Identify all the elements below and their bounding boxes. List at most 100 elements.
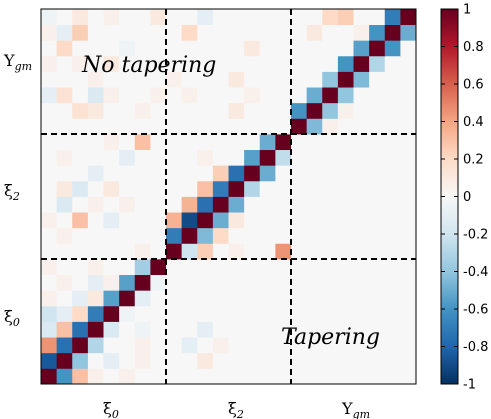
heatmap-cell [41, 149, 58, 166]
heatmap-cell [369, 165, 386, 182]
heatmap-cell [181, 134, 198, 151]
heatmap-cell [337, 274, 354, 291]
heatmap-cell [181, 24, 198, 41]
heatmap-cell [72, 368, 89, 385]
heatmap-cell [72, 321, 89, 338]
heatmap-cell [322, 40, 339, 57]
heatmap-cell [41, 118, 58, 135]
heatmap-cell [306, 337, 323, 354]
heatmap-cell [228, 102, 245, 119]
heatmap-cell [150, 274, 167, 291]
heatmap-cell [275, 305, 292, 322]
heatmap-cell [384, 259, 401, 276]
heatmap-cell [400, 274, 417, 291]
block-divider-lines [41, 9, 416, 384]
heatmap-cell [119, 40, 136, 57]
heatmap-cell [103, 40, 120, 57]
heatmap-cell [337, 102, 354, 119]
heatmap-cell [197, 352, 214, 369]
heatmap-cell [56, 352, 73, 369]
heatmap-cell [322, 227, 339, 244]
heatmap-cell [134, 243, 151, 260]
heatmap-cell [400, 305, 417, 322]
heatmap-cell [353, 352, 370, 369]
heatmap-cell [259, 24, 276, 41]
heatmap-cell [369, 321, 386, 338]
heatmap-cell [197, 196, 214, 213]
heatmap-cell [119, 71, 136, 88]
heatmap-cell [72, 134, 89, 151]
heatmap-cell [400, 9, 417, 26]
heatmap-cell [353, 55, 370, 72]
heatmap-cell [275, 71, 292, 88]
heatmap-cell [212, 196, 229, 213]
heatmap-cell [275, 321, 292, 338]
heatmap-cell [275, 118, 292, 135]
heatmap-cell [228, 274, 245, 291]
heatmap-cell [103, 368, 120, 385]
heatmap-cell [166, 165, 183, 182]
heatmap-cell [119, 118, 136, 135]
heatmap-cell [166, 87, 183, 104]
heatmap-cell [384, 165, 401, 182]
heatmap-cell [322, 212, 339, 229]
heatmap-cell [228, 259, 245, 276]
heatmap-cell [150, 102, 167, 119]
heatmap-cell [197, 337, 214, 354]
heatmap-cell [228, 212, 245, 229]
heatmap-frame [40, 8, 417, 385]
heatmap-cell [56, 290, 73, 307]
y-label-upsilon-gm: Υgm [3, 51, 32, 73]
heatmap-cell [119, 259, 136, 276]
heatmap-cell [275, 227, 292, 244]
heatmap-cell [259, 290, 276, 307]
heatmap-cell [197, 149, 214, 166]
heatmap-cell [291, 149, 308, 166]
heatmap-cell [197, 259, 214, 276]
heatmap-cell [322, 259, 339, 276]
heatmap-cell [212, 55, 229, 72]
heatmap-cell [244, 259, 261, 276]
heatmap-cell [197, 134, 214, 151]
heatmap-cell [181, 180, 198, 197]
heatmap-cell [384, 118, 401, 135]
heatmap-cell [322, 102, 339, 119]
heatmap-cell [181, 305, 198, 322]
heatmap-cell [119, 55, 136, 72]
heatmap-cell [322, 321, 339, 338]
heatmap-cell [353, 290, 370, 307]
heatmap-cell [41, 321, 58, 338]
heatmap-cell [275, 102, 292, 119]
heatmap-cell [228, 55, 245, 72]
heatmap-cell [119, 134, 136, 151]
heatmap-cell [103, 134, 120, 151]
heatmap-cell [353, 134, 370, 151]
heatmap-cell [384, 55, 401, 72]
heatmap-cell [103, 290, 120, 307]
heatmap-cell [103, 243, 120, 260]
heatmap-cell [197, 40, 214, 57]
heatmap-cell [134, 337, 151, 354]
heatmap-cell [337, 243, 354, 260]
heatmap-cell [306, 196, 323, 213]
heatmap-cell [119, 337, 136, 354]
heatmap-cell [87, 165, 104, 182]
heatmap-cell [306, 87, 323, 104]
heatmap-cell [181, 352, 198, 369]
heatmap-cell [119, 305, 136, 322]
heatmap-cell [166, 180, 183, 197]
heatmap-cell [353, 40, 370, 57]
heatmap-cell [166, 40, 183, 57]
heatmap-cell [228, 305, 245, 322]
heatmap-cell [244, 134, 261, 151]
heatmap-cell [244, 305, 261, 322]
heatmap-cell [197, 274, 214, 291]
heatmap-cell [244, 87, 261, 104]
heatmap-cell [322, 305, 339, 322]
heatmap-cell [259, 243, 276, 260]
heatmap-cell [228, 321, 245, 338]
heatmap-cell [72, 352, 89, 369]
heatmap-cell [41, 368, 58, 385]
heatmap-cell [228, 165, 245, 182]
heatmap-cell [166, 352, 183, 369]
